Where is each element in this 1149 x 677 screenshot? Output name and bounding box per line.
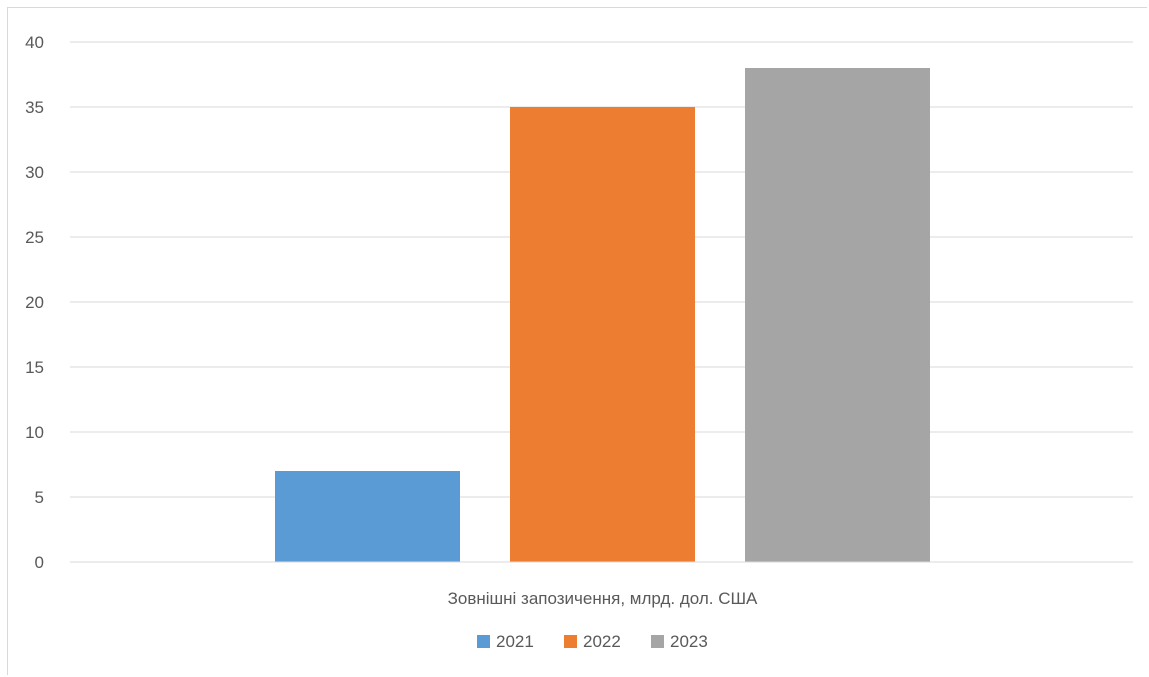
y-tick-label: 40 xyxy=(25,33,44,52)
legend-swatch-2023 xyxy=(651,635,664,648)
y-tick-label: 5 xyxy=(35,488,44,507)
y-tick-label: 15 xyxy=(25,358,44,377)
y-tick-label: 20 xyxy=(25,293,44,312)
bar-2023 xyxy=(745,68,930,562)
y-tick-label: 30 xyxy=(25,163,44,182)
y-tick-label: 0 xyxy=(35,553,44,572)
bars xyxy=(275,68,930,562)
legend-swatch-2022 xyxy=(564,635,577,648)
bar-2021 xyxy=(275,471,460,562)
y-tick-label: 35 xyxy=(25,98,44,117)
legend-label-2023: 2023 xyxy=(670,632,708,651)
bar-2022 xyxy=(510,107,695,562)
legend-label-2021: 2021 xyxy=(496,632,534,651)
y-tick-label: 10 xyxy=(25,423,44,442)
y-axis-ticks: 0 5 10 15 20 25 30 35 40 xyxy=(25,33,44,572)
legend-swatch-2021 xyxy=(477,635,490,648)
category-label: Зовнішні запозичення, млрд. дол. США xyxy=(448,589,758,608)
chart-frame xyxy=(7,7,1147,675)
y-tick-label: 25 xyxy=(25,228,44,247)
legend-label-2022: 2022 xyxy=(583,632,621,651)
legend: 2021 2022 2023 xyxy=(477,632,708,651)
